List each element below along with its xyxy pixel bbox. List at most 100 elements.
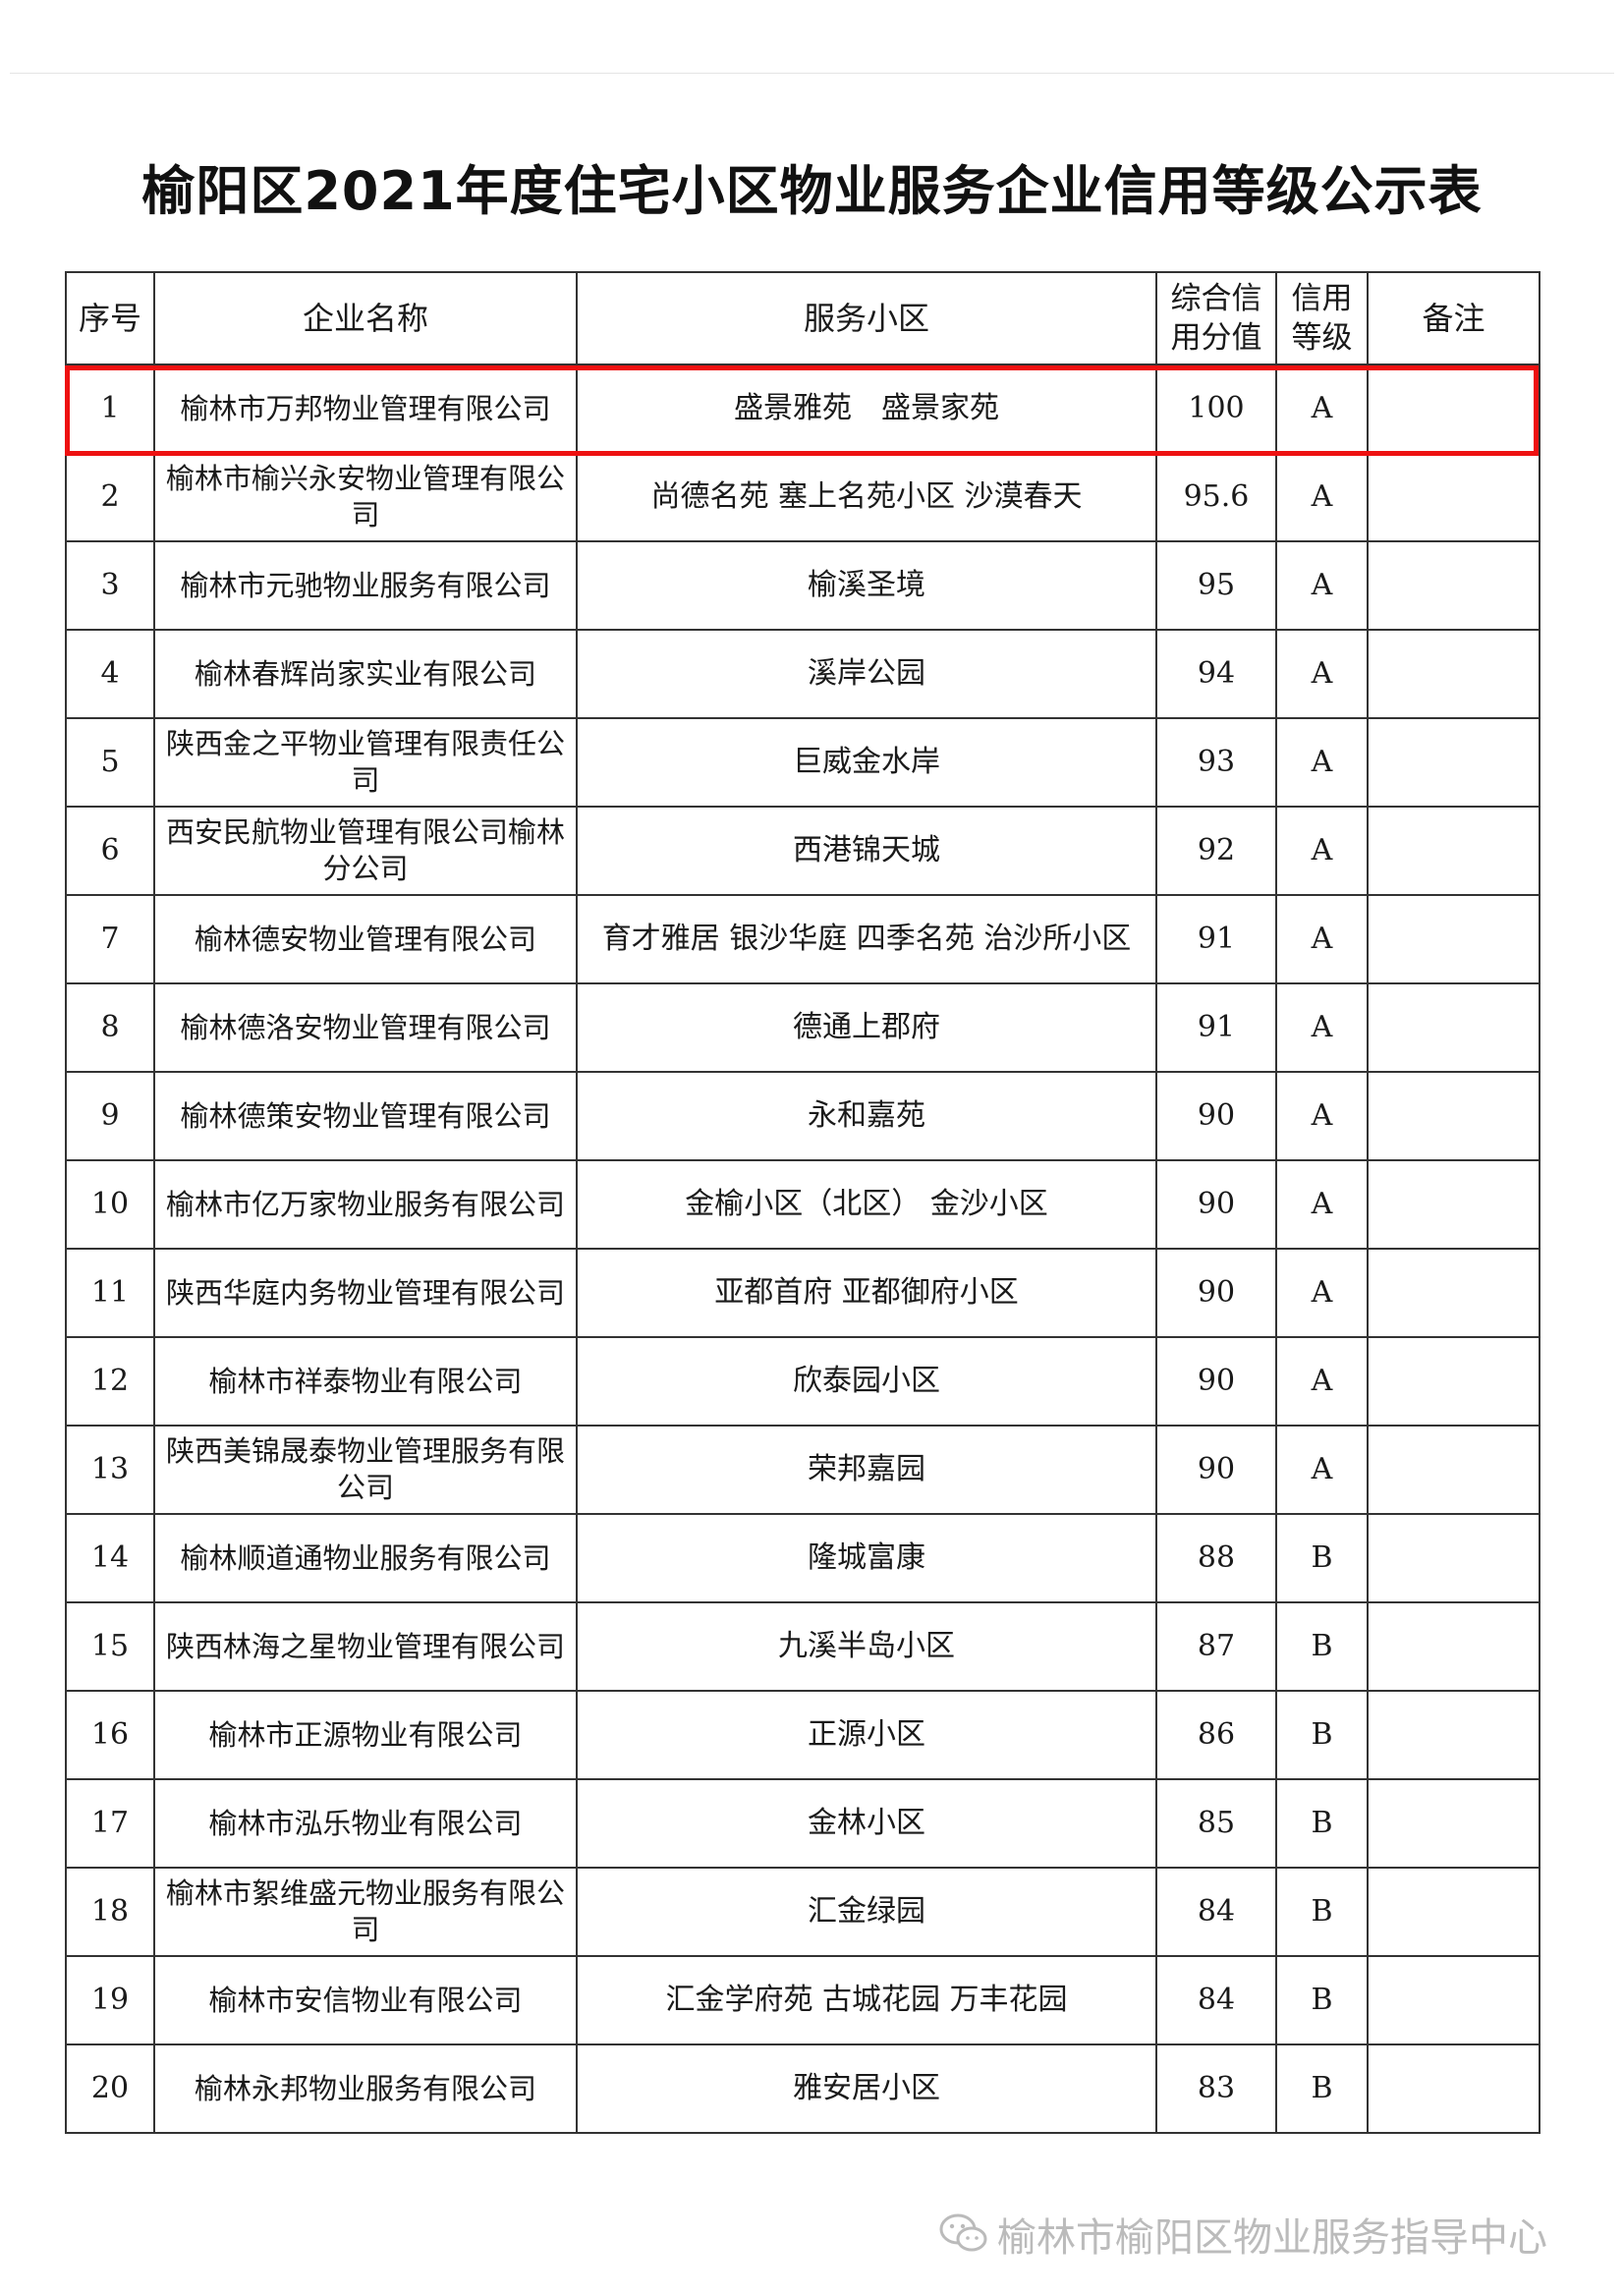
row-number: 12 xyxy=(65,1336,155,1427)
credit-grade: A xyxy=(1275,1425,1369,1515)
credit-grade: A xyxy=(1275,1159,1369,1250)
note xyxy=(1367,1690,1540,1780)
header-note: 备注 xyxy=(1367,271,1540,365)
row-number: 7 xyxy=(65,894,155,984)
credit-grade: B xyxy=(1275,2043,1369,2134)
table-row: 5 陕西金之平物业管理有限责任公司 巨威金水岸 93 A xyxy=(65,717,1540,808)
note xyxy=(1367,1159,1540,1250)
company-name: 陕西金之平物业管理有限责任公司 xyxy=(153,717,578,808)
service-communities: 九溪半岛小区 xyxy=(576,1601,1157,1692)
table-row: 15 陕西林海之星物业管理有限公司 九溪半岛小区 87 B xyxy=(65,1601,1540,1692)
table-row: 7 榆林德安物业管理有限公司 育才雅居 银沙华庭 四季名苑 治沙所小区 91 A xyxy=(65,894,1540,984)
credit-grade: B xyxy=(1275,1690,1369,1780)
credit-score: 90 xyxy=(1155,1336,1277,1427)
service-communities: 永和嘉苑 xyxy=(576,1071,1157,1161)
table-row: 9 榆林德策安物业管理有限公司 永和嘉苑 90 A xyxy=(65,1071,1540,1161)
company-name: 榆林市泓乐物业有限公司 xyxy=(153,1778,578,1869)
row-number: 11 xyxy=(65,1248,155,1338)
credit-grade: B xyxy=(1275,1867,1369,1957)
note xyxy=(1367,452,1540,542)
credit-grade: A xyxy=(1275,540,1369,631)
company-name: 陕西华庭内务物业管理有限公司 xyxy=(153,1248,578,1338)
note xyxy=(1367,629,1540,719)
service-communities: 欣泰园小区 xyxy=(576,1336,1157,1427)
company-name: 榆林德洛安物业管理有限公司 xyxy=(153,982,578,1073)
row-number: 3 xyxy=(65,540,155,631)
credit-score: 91 xyxy=(1155,982,1277,1073)
note xyxy=(1367,1248,1540,1338)
table-row: 1 榆林市万邦物业管理有限公司 盛景雅苑 盛景家苑 100 A xyxy=(65,364,1540,454)
row-number: 14 xyxy=(65,1513,155,1603)
service-communities: 巨威金水岸 xyxy=(576,717,1157,808)
table-row: 11 陕西华庭内务物业管理有限公司 亚都首府 亚都御府小区 90 A xyxy=(65,1248,1540,1338)
row-number: 20 xyxy=(65,2043,155,2134)
row-number: 6 xyxy=(65,806,155,896)
note xyxy=(1367,1425,1540,1515)
row-number: 17 xyxy=(65,1778,155,1869)
table-row: 6 西安民航物业管理有限公司榆林分公司 西港锦天城 92 A xyxy=(65,806,1540,896)
note xyxy=(1367,1778,1540,1869)
row-number: 8 xyxy=(65,982,155,1073)
credit-score: 93 xyxy=(1155,717,1277,808)
page-title: 榆阳区2021年度住宅小区物业服务企业信用等级公示表 xyxy=(141,160,1483,222)
table-row: 19 榆林市安信物业有限公司 汇金学府苑 古城花园 万丰花园 84 B xyxy=(65,1955,1540,2045)
note xyxy=(1367,982,1540,1073)
note xyxy=(1367,1513,1540,1603)
service-communities: 西港锦天城 xyxy=(576,806,1157,896)
credit-grade: A xyxy=(1275,364,1369,454)
credit-grade: B xyxy=(1275,1778,1369,1869)
table-row: 18 榆林市絮维盛元物业服务有限公司 汇金绿园 84 B xyxy=(65,1867,1540,1957)
table-row: 13 陕西美锦晟泰物业管理服务有限公司 荣邦嘉园 90 A xyxy=(65,1425,1540,1515)
company-name: 榆林春辉尚家实业有限公司 xyxy=(153,629,578,719)
company-name: 榆林市亿万家物业服务有限公司 xyxy=(153,1159,578,1250)
header-score: 综合信用分值 xyxy=(1155,271,1277,365)
credit-score: 86 xyxy=(1155,1690,1277,1780)
watermark: 榆林市榆阳区物业服务指导中心 xyxy=(938,2206,1547,2263)
credit-grade: A xyxy=(1275,806,1369,896)
company-name: 榆林市絮维盛元物业服务有限公司 xyxy=(153,1867,578,1957)
table-row: 10 榆林市亿万家物业服务有限公司 金榆小区（北区） 金沙小区 90 A xyxy=(65,1159,1540,1250)
service-communities: 德通上郡府 xyxy=(576,982,1157,1073)
service-communities: 金林小区 xyxy=(576,1778,1157,1869)
page-edge-line xyxy=(10,73,1614,74)
credit-score: 88 xyxy=(1155,1513,1277,1603)
service-communities: 汇金学府苑 古城花园 万丰花园 xyxy=(576,1955,1157,2045)
credit-score: 84 xyxy=(1155,1955,1277,2045)
service-communities: 盛景雅苑 盛景家苑 xyxy=(576,364,1157,454)
service-communities: 雅安居小区 xyxy=(576,2043,1157,2134)
credit-score: 91 xyxy=(1155,894,1277,984)
service-communities: 荣邦嘉园 xyxy=(576,1425,1157,1515)
credit-rating-table: 序号 企业名称 服务小区 综合信用分值 信用等级 备注 1 榆林市万邦物业管理有限… xyxy=(65,271,1540,2134)
service-communities: 溪岸公园 xyxy=(576,629,1157,719)
credit-score: 92 xyxy=(1155,806,1277,896)
credit-score: 85 xyxy=(1155,1778,1277,1869)
header-grade: 信用等级 xyxy=(1275,271,1369,365)
note xyxy=(1367,1601,1540,1692)
header-no: 序号 xyxy=(65,271,155,365)
row-number: 1 xyxy=(65,364,155,454)
note xyxy=(1367,717,1540,808)
credit-score: 84 xyxy=(1155,1867,1277,1957)
company-name: 陕西林海之星物业管理有限公司 xyxy=(153,1601,578,1692)
credit-score: 90 xyxy=(1155,1425,1277,1515)
table-row: 2 榆林市榆兴永安物业管理有限公司 尚德名苑 塞上名苑小区 沙漠春天 95.6 A xyxy=(65,452,1540,542)
service-communities: 尚德名苑 塞上名苑小区 沙漠春天 xyxy=(576,452,1157,542)
credit-score: 83 xyxy=(1155,2043,1277,2134)
row-number: 9 xyxy=(65,1071,155,1161)
credit-grade: B xyxy=(1275,1601,1369,1692)
note xyxy=(1367,1336,1540,1427)
table-row: 16 榆林市正源物业有限公司 正源小区 86 B xyxy=(65,1690,1540,1780)
note xyxy=(1367,2043,1540,2134)
note xyxy=(1367,894,1540,984)
credit-score: 90 xyxy=(1155,1071,1277,1161)
credit-grade: A xyxy=(1275,629,1369,719)
note xyxy=(1367,540,1540,631)
wechat-icon xyxy=(939,2213,987,2252)
row-number: 10 xyxy=(65,1159,155,1250)
credit-grade: A xyxy=(1275,1071,1369,1161)
company-name: 榆林顺道通物业服务有限公司 xyxy=(153,1513,578,1603)
note xyxy=(1367,806,1540,896)
credit-score: 87 xyxy=(1155,1601,1277,1692)
credit-grade: A xyxy=(1275,717,1369,808)
row-number: 16 xyxy=(65,1690,155,1780)
